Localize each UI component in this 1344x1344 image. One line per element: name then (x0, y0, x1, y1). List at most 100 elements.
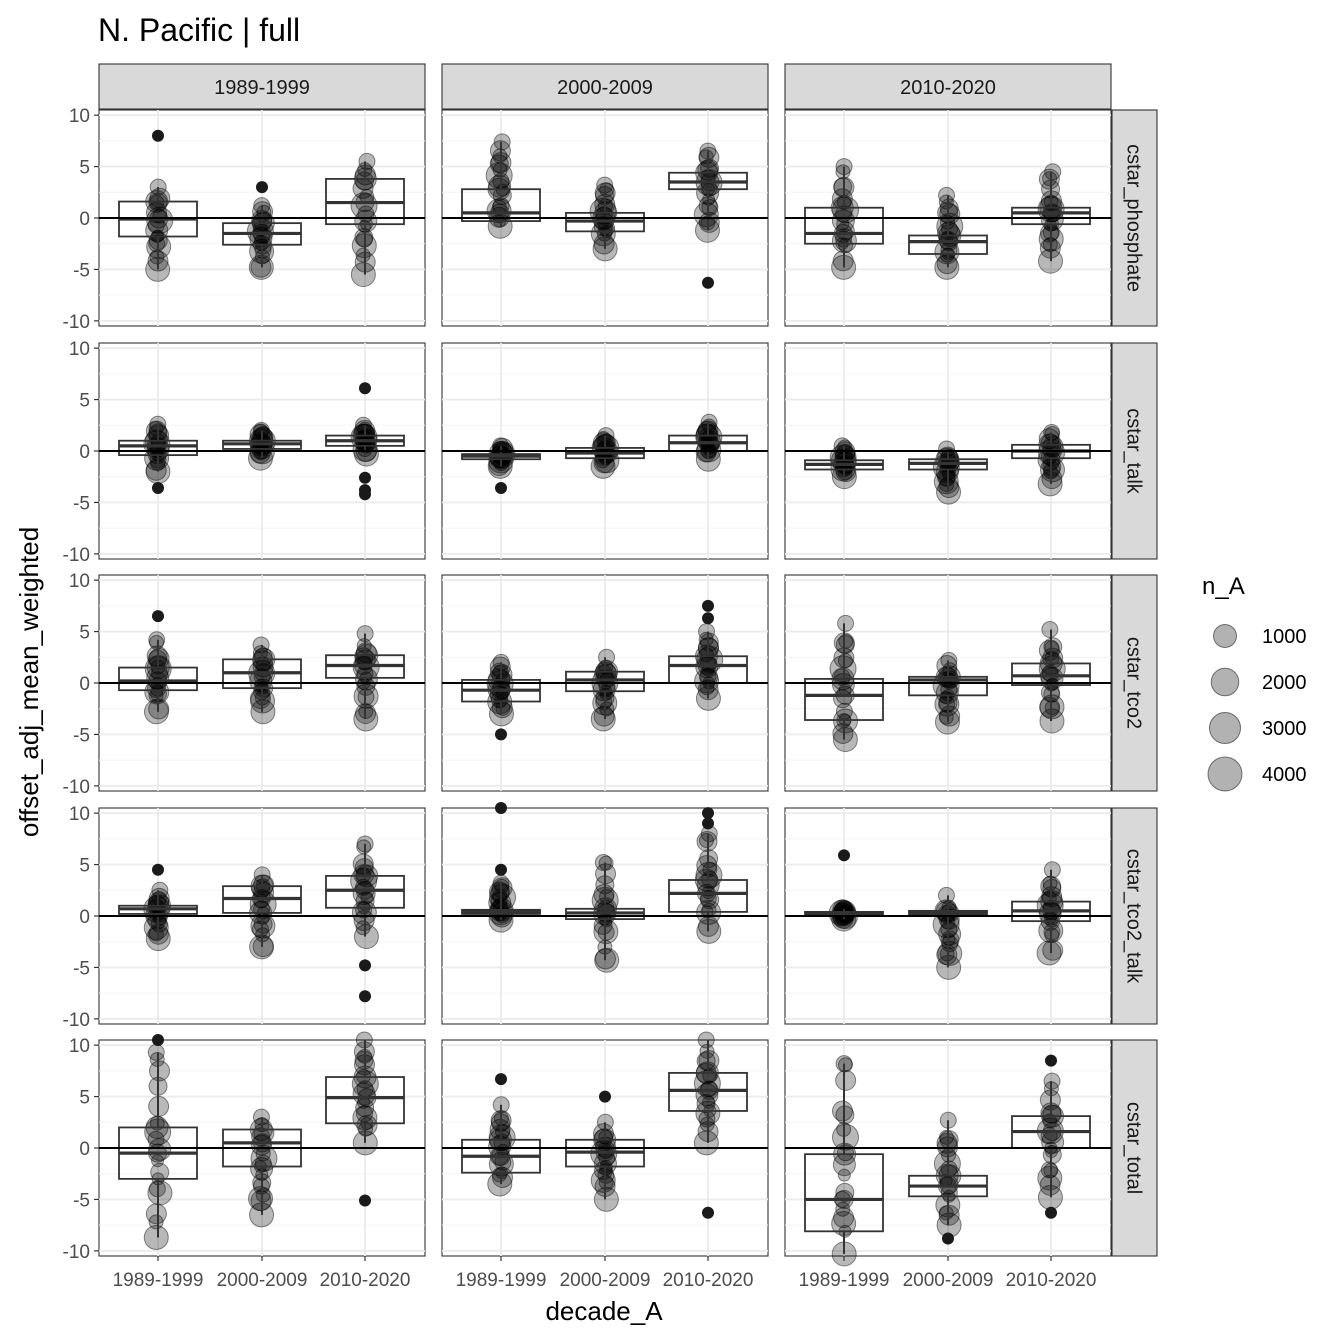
outlier-point (495, 728, 507, 741)
data-point (491, 1167, 507, 1183)
data-point (831, 1123, 859, 1151)
data-point (696, 1051, 716, 1071)
data-point (698, 647, 714, 663)
data-point (252, 936, 274, 958)
col-strip-label: 1989-1999 (214, 77, 310, 99)
data-point (250, 1134, 272, 1156)
outlier-point (359, 488, 371, 501)
data-point (934, 691, 960, 717)
data-point (599, 701, 615, 717)
facet-panel (441, 109, 769, 327)
y-tick-label: 10 (69, 106, 90, 127)
data-point (697, 1031, 715, 1049)
data-point (938, 1205, 954, 1221)
data-point (940, 1160, 958, 1178)
legend-key (1207, 756, 1243, 792)
legend: n_A 1000 2000 3000 4000 (1202, 573, 1307, 792)
data-point (938, 695, 956, 713)
x-tick-label: 2000-2009 (903, 1270, 994, 1291)
facet-panel (784, 342, 1112, 560)
box (325, 1076, 405, 1125)
facet-panel (98, 574, 426, 792)
data-point (1038, 639, 1060, 661)
data-point (837, 1168, 851, 1182)
data-point (695, 446, 721, 472)
box (461, 188, 541, 222)
data-point (358, 152, 376, 170)
data-point (831, 209, 855, 233)
data-point (936, 655, 958, 677)
data-point (490, 882, 510, 902)
data-point (835, 1069, 857, 1091)
box-group (804, 158, 884, 280)
box (118, 439, 198, 457)
data-point (696, 1094, 716, 1114)
outlier-point (495, 802, 507, 814)
box-group (668, 807, 748, 944)
data-point (355, 901, 373, 919)
data-point (700, 890, 720, 910)
plot-title: N. Pacific | full (98, 12, 300, 48)
y-tick-label: 5 (79, 856, 90, 877)
legend-key (1210, 667, 1240, 697)
x-tick-label: 2010-2020 (320, 1270, 411, 1291)
data-point (1046, 455, 1060, 469)
legend-label: 4000 (1262, 764, 1307, 786)
outlier-point (1045, 1206, 1057, 1219)
data-point (151, 881, 169, 899)
outlier-point (359, 990, 371, 1003)
outlier-point (152, 863, 164, 876)
data-point (148, 1214, 164, 1230)
data-point (1036, 940, 1062, 966)
y-tick-label: 10 (69, 339, 90, 360)
outlier-point (495, 1073, 507, 1086)
data-point (936, 212, 964, 240)
col-strip-bg (784, 63, 1112, 110)
data-point (488, 174, 512, 198)
x-axis-title: decade_A (545, 1296, 663, 1326)
data-point (698, 631, 714, 647)
data-point (143, 1224, 169, 1250)
data-point (253, 647, 273, 667)
data-point (492, 186, 512, 206)
data-point (148, 634, 164, 650)
row-strip-bg (1111, 1039, 1158, 1257)
col-strip-label: 2000-2009 (557, 77, 653, 99)
data-point (590, 1167, 616, 1193)
facet-panel (441, 802, 769, 1025)
data-point (1041, 621, 1059, 639)
outlier-point (152, 1034, 164, 1046)
data-point (150, 1162, 170, 1182)
data-point (355, 920, 371, 936)
data-point (356, 1114, 378, 1136)
data-point (598, 855, 614, 871)
data-point (1043, 637, 1063, 657)
data-point (833, 437, 851, 455)
data-point (352, 1082, 376, 1106)
y-tick-label: 0 (79, 1139, 90, 1160)
data-point (255, 1187, 271, 1203)
facet-panel (784, 574, 1112, 792)
data-point (1042, 171, 1058, 187)
data-point (833, 708, 859, 734)
data-point (938, 194, 954, 210)
x-tick-label: 2000-2009 (217, 1270, 308, 1291)
data-point (148, 926, 164, 942)
outlier-point (495, 863, 507, 876)
data-point (249, 669, 273, 693)
y-tick-label: -5 (73, 1190, 90, 1211)
outlier-point (702, 807, 714, 820)
data-point (837, 1057, 853, 1073)
data-point (148, 631, 166, 649)
data-point (1042, 939, 1064, 961)
data-point (932, 453, 960, 481)
box-group (1011, 163, 1091, 274)
data-point (491, 697, 513, 719)
data-point (938, 1204, 960, 1226)
data-point (149, 1060, 171, 1082)
data-point (693, 202, 719, 228)
data-point (699, 680, 715, 696)
data-point (1040, 1161, 1058, 1179)
data-point (143, 699, 169, 725)
data-point (355, 642, 377, 664)
